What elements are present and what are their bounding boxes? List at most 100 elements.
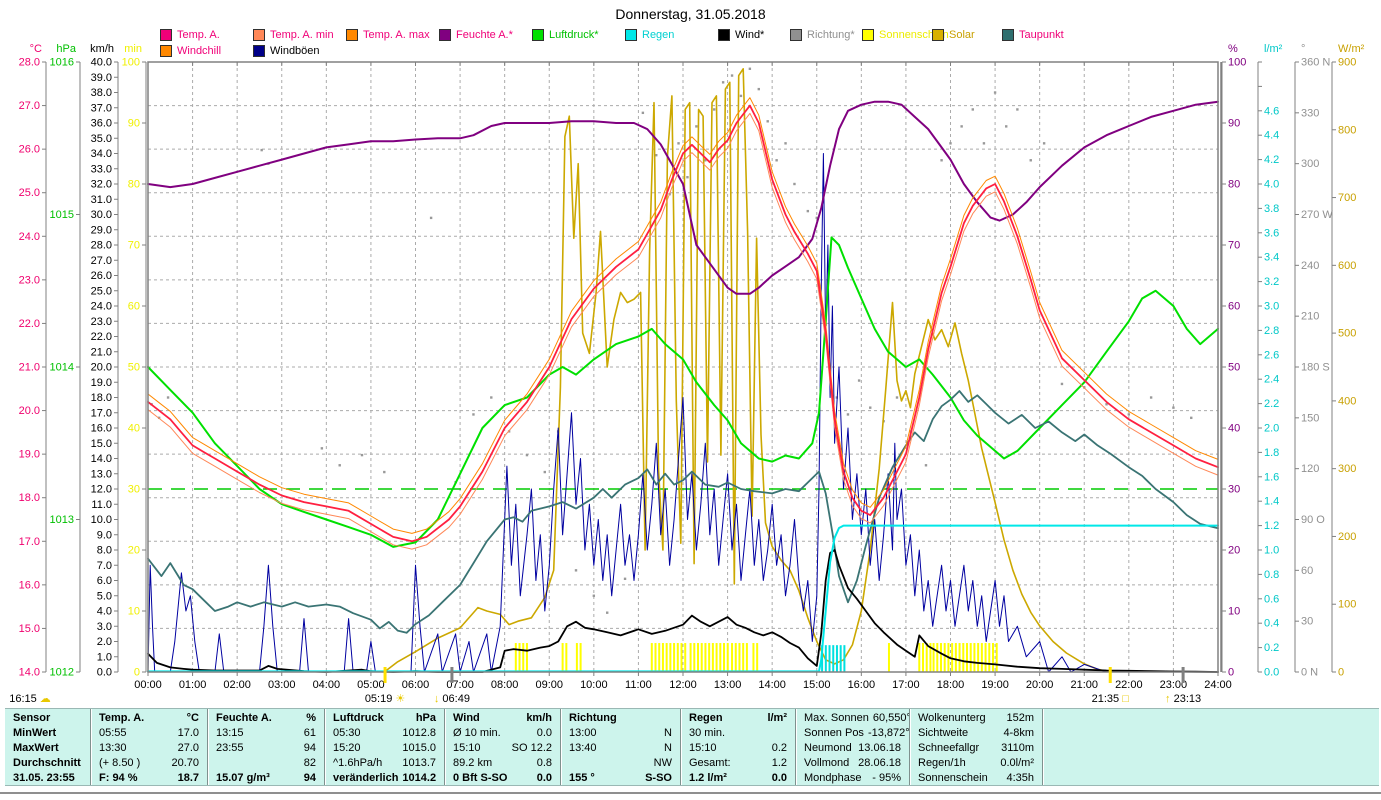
series-taupunkt xyxy=(147,390,1219,634)
axis-tick-label: 12.0 xyxy=(91,484,112,496)
group-cell: 05:30 1012.8 xyxy=(325,726,444,741)
group-cell-label: 13:15 xyxy=(216,727,244,739)
legend-label: Temp. A. min xyxy=(270,29,334,41)
axis-tick-label: 22.0 xyxy=(91,331,112,343)
row-label-0: Sensor xyxy=(5,711,90,726)
group-cell: 82 xyxy=(208,756,324,771)
group-header-label: Richtung xyxy=(569,712,617,724)
axis-tick-label: 20.0 xyxy=(91,362,112,374)
group-header-value: l/m² xyxy=(767,712,787,724)
axis-tick-label: 330 xyxy=(1301,107,1319,119)
legend-label: Taupunkt xyxy=(1019,29,1064,41)
group-cell-value: 1015.0 xyxy=(402,742,436,754)
axis-tick-label: 10.0 xyxy=(91,514,112,526)
group-header: Regen l/m² xyxy=(681,711,795,726)
table-group-wind: Wind km/h Ø 10 min. 0.0 15:10 SO 12.2 89.2 km 0… xyxy=(444,709,560,785)
legend-item-feuchte-a-: Feuchte A.* xyxy=(439,29,513,41)
row-label-3: Durchschnitt xyxy=(5,756,90,771)
group-cell: 13:30 27.0 xyxy=(91,741,207,756)
x-axis: 00:00 01:00 02:00 03:00 04:00 05:00 06:00 07:00… xyxy=(134,62,1232,691)
x-tick-label: 13:00 xyxy=(714,679,742,691)
legend-label: Temp. A. xyxy=(177,29,220,41)
x-tick-label: 03:00 xyxy=(268,679,296,691)
legend-label: Windböen xyxy=(270,45,320,57)
group-cell-label: 89.2 km xyxy=(453,757,493,769)
astro-annotations: 16:15 ☁ 05:19 ☀ ↓ 06:49 21:35 □ ↑ 23:13 xyxy=(9,693,1201,705)
legend-item-wind-: Wind* xyxy=(718,29,764,41)
legend-item-sonnenschein: Sonnenschein xyxy=(862,29,949,41)
axis-tick-label: 14.0 xyxy=(91,453,112,465)
axis-tick-label: 1012 xyxy=(50,667,74,679)
arrow-up-icon: ↑ xyxy=(1165,693,1171,705)
axis-tick-label: 21.0 xyxy=(19,362,40,374)
axis-tick-label: 4.6 xyxy=(1264,105,1279,117)
axis-tick-label: 36.0 xyxy=(91,118,112,130)
axis-tick-label: 30 xyxy=(1301,616,1313,628)
axis-tick-label: 19.0 xyxy=(19,449,40,461)
row-label-3-label: Durchschnitt xyxy=(13,757,81,769)
legend-item-windböen: Windböen xyxy=(253,45,320,57)
group-cell-value: 20.70 xyxy=(171,757,199,769)
axis-tick-label: 27.0 xyxy=(91,255,112,267)
axis-header: min xyxy=(124,43,142,55)
axis-tick-label: 30 xyxy=(1228,484,1240,496)
axis-tick-label: 4.4 xyxy=(1264,130,1279,142)
group-cell-value: N xyxy=(664,727,672,739)
axis-tick-label: 1013 xyxy=(50,514,74,526)
legend-item-luftdruck-: Luftdruck* xyxy=(532,29,599,41)
x-tick-label: 17:00 xyxy=(892,679,920,691)
axis-tick-label: 1.4 xyxy=(1264,496,1279,508)
legend-swatch xyxy=(346,29,358,41)
info-cell-value: - 95% xyxy=(872,772,901,784)
axis-tick-label: 360 N xyxy=(1301,57,1330,69)
rain-bars xyxy=(821,645,846,672)
legend-label: Richtung* xyxy=(807,29,855,41)
axis-tick-label: 17.0 xyxy=(91,407,112,419)
legend-swatch xyxy=(160,29,172,41)
axis-min100: min 0 10 20 30 40 50 60 70 80 90 100 xyxy=(122,43,147,679)
axis-lm2: l/m² 0.0 0.2 0.4 0.6 0.8 1.0 1.2 1.4 1.6 1.8 2.0 2.2… xyxy=(1257,43,1283,679)
x-tick-label: 20:00 xyxy=(1026,679,1054,691)
table-info-group-0: Max. Sonnen 60,550° Sonnen Pos -13,872° Neum… xyxy=(795,709,909,785)
axis-tick-label: 0.0 xyxy=(1264,667,1279,679)
axis-tick-label: 200 xyxy=(1338,531,1356,543)
group-cell: Gesamt: 1.2 xyxy=(681,756,795,771)
x-tick-label: 08:00 xyxy=(491,679,519,691)
info-cell-label: Sichtweite xyxy=(918,727,969,739)
group-cell-label: 05:30 xyxy=(333,727,361,739)
x-tick-label: 16:00 xyxy=(848,679,876,691)
legend-label: Wind* xyxy=(735,29,765,41)
weather-chart: °C 14.0 15.0 16.0 17.0 18.0 19.0 20.0 21.0 22.0 23… xyxy=(9,43,1365,705)
axis-tick-label: 100 xyxy=(1338,599,1356,611)
group-header-label: Feuchte A. xyxy=(216,712,272,724)
info-cell: Max. Sonnen 60,550° xyxy=(796,711,909,726)
axis-tick-label: 24.0 xyxy=(19,231,40,243)
group-cell-label: (+ 8.50 ) xyxy=(99,757,141,769)
axis-tick-label: 9.0 xyxy=(97,529,112,541)
axis-tick-label: 1.8 xyxy=(1264,447,1279,459)
legend-label: Feuchte A.* xyxy=(456,29,513,41)
info-cell-value: 4-8km xyxy=(1003,727,1034,739)
axis-tick-label: 80 xyxy=(1228,179,1240,191)
axis-header: W/m² xyxy=(1338,43,1365,55)
axis-tick-label: 150 xyxy=(1301,412,1319,424)
axis-tick-label: 3.0 xyxy=(1264,301,1279,313)
axis-tick-label: 400 xyxy=(1338,395,1356,407)
axis-tick-label: 20 xyxy=(128,545,140,557)
axis-tick-label: 90 O xyxy=(1301,514,1325,526)
group-cell: veränderlich 1014.2 xyxy=(325,771,444,785)
legend-item-temp-a-min: Temp. A. min xyxy=(253,29,334,41)
axis-tick-label: 16.0 xyxy=(19,579,40,591)
legend-swatch xyxy=(790,29,802,41)
group-cell-label: Gesamt: xyxy=(689,757,731,769)
group-header: Luftdruck hPa xyxy=(325,711,444,726)
axis-tick-label: 4.2 xyxy=(1264,154,1279,166)
legend-swatch xyxy=(439,29,451,41)
info-cell-value: 152m xyxy=(1006,712,1034,724)
axis-header: hPa xyxy=(56,43,76,55)
axis-tick-label: 35.0 xyxy=(91,133,112,145)
x-tick-label: 10:00 xyxy=(580,679,608,691)
info-cell-label: Regen/1h xyxy=(918,757,966,769)
group-header: Wind km/h xyxy=(445,711,560,726)
row-label-1-label: MinWert xyxy=(13,727,57,739)
